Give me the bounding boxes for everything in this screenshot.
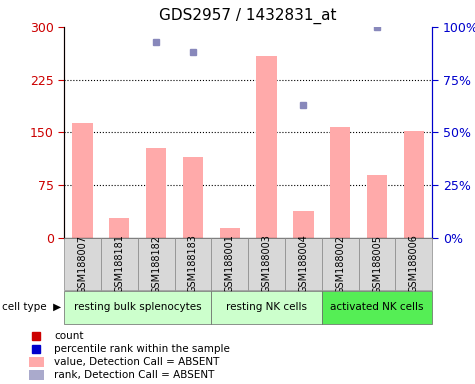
FancyBboxPatch shape — [64, 291, 211, 324]
Bar — [146, 148, 166, 238]
Bar — [367, 175, 387, 238]
FancyBboxPatch shape — [285, 238, 322, 290]
FancyBboxPatch shape — [359, 238, 395, 290]
Text: value, Detection Call = ABSENT: value, Detection Call = ABSENT — [54, 357, 219, 367]
Text: count: count — [54, 331, 84, 341]
FancyBboxPatch shape — [211, 238, 248, 290]
Bar — [109, 218, 130, 238]
Text: GSM188006: GSM188006 — [409, 235, 419, 293]
Bar — [72, 123, 93, 238]
Text: rank, Detection Call = ABSENT: rank, Detection Call = ABSENT — [54, 370, 214, 380]
Text: GSM188183: GSM188183 — [188, 235, 198, 293]
FancyBboxPatch shape — [395, 238, 432, 290]
Bar — [293, 211, 314, 238]
Text: GSM188182: GSM188182 — [151, 235, 161, 293]
Bar — [330, 127, 351, 238]
Bar — [404, 131, 424, 238]
Text: cell type  ▶: cell type ▶ — [2, 302, 61, 312]
FancyBboxPatch shape — [248, 238, 285, 290]
Bar — [183, 157, 203, 238]
FancyBboxPatch shape — [101, 238, 138, 290]
Title: GDS2957 / 1432831_at: GDS2957 / 1432831_at — [160, 8, 337, 24]
Text: GSM188181: GSM188181 — [114, 235, 124, 293]
FancyBboxPatch shape — [64, 238, 101, 290]
Bar — [219, 227, 240, 238]
FancyBboxPatch shape — [322, 291, 432, 324]
Bar — [256, 56, 277, 238]
Text: resting NK cells: resting NK cells — [226, 302, 307, 312]
Text: GSM188002: GSM188002 — [335, 235, 345, 293]
Text: GSM188001: GSM188001 — [225, 235, 235, 293]
Text: GSM188003: GSM188003 — [262, 235, 272, 293]
Text: activated NK cells: activated NK cells — [330, 302, 424, 312]
Text: percentile rank within the sample: percentile rank within the sample — [54, 344, 230, 354]
Text: resting bulk splenocytes: resting bulk splenocytes — [74, 302, 201, 312]
Text: GSM188007: GSM188007 — [77, 235, 87, 293]
FancyBboxPatch shape — [211, 291, 322, 324]
FancyBboxPatch shape — [322, 238, 359, 290]
FancyBboxPatch shape — [138, 238, 175, 290]
Text: GSM188004: GSM188004 — [298, 235, 308, 293]
Bar — [28, 357, 44, 367]
FancyBboxPatch shape — [175, 238, 211, 290]
Text: GSM188005: GSM188005 — [372, 235, 382, 293]
Bar — [28, 370, 44, 380]
